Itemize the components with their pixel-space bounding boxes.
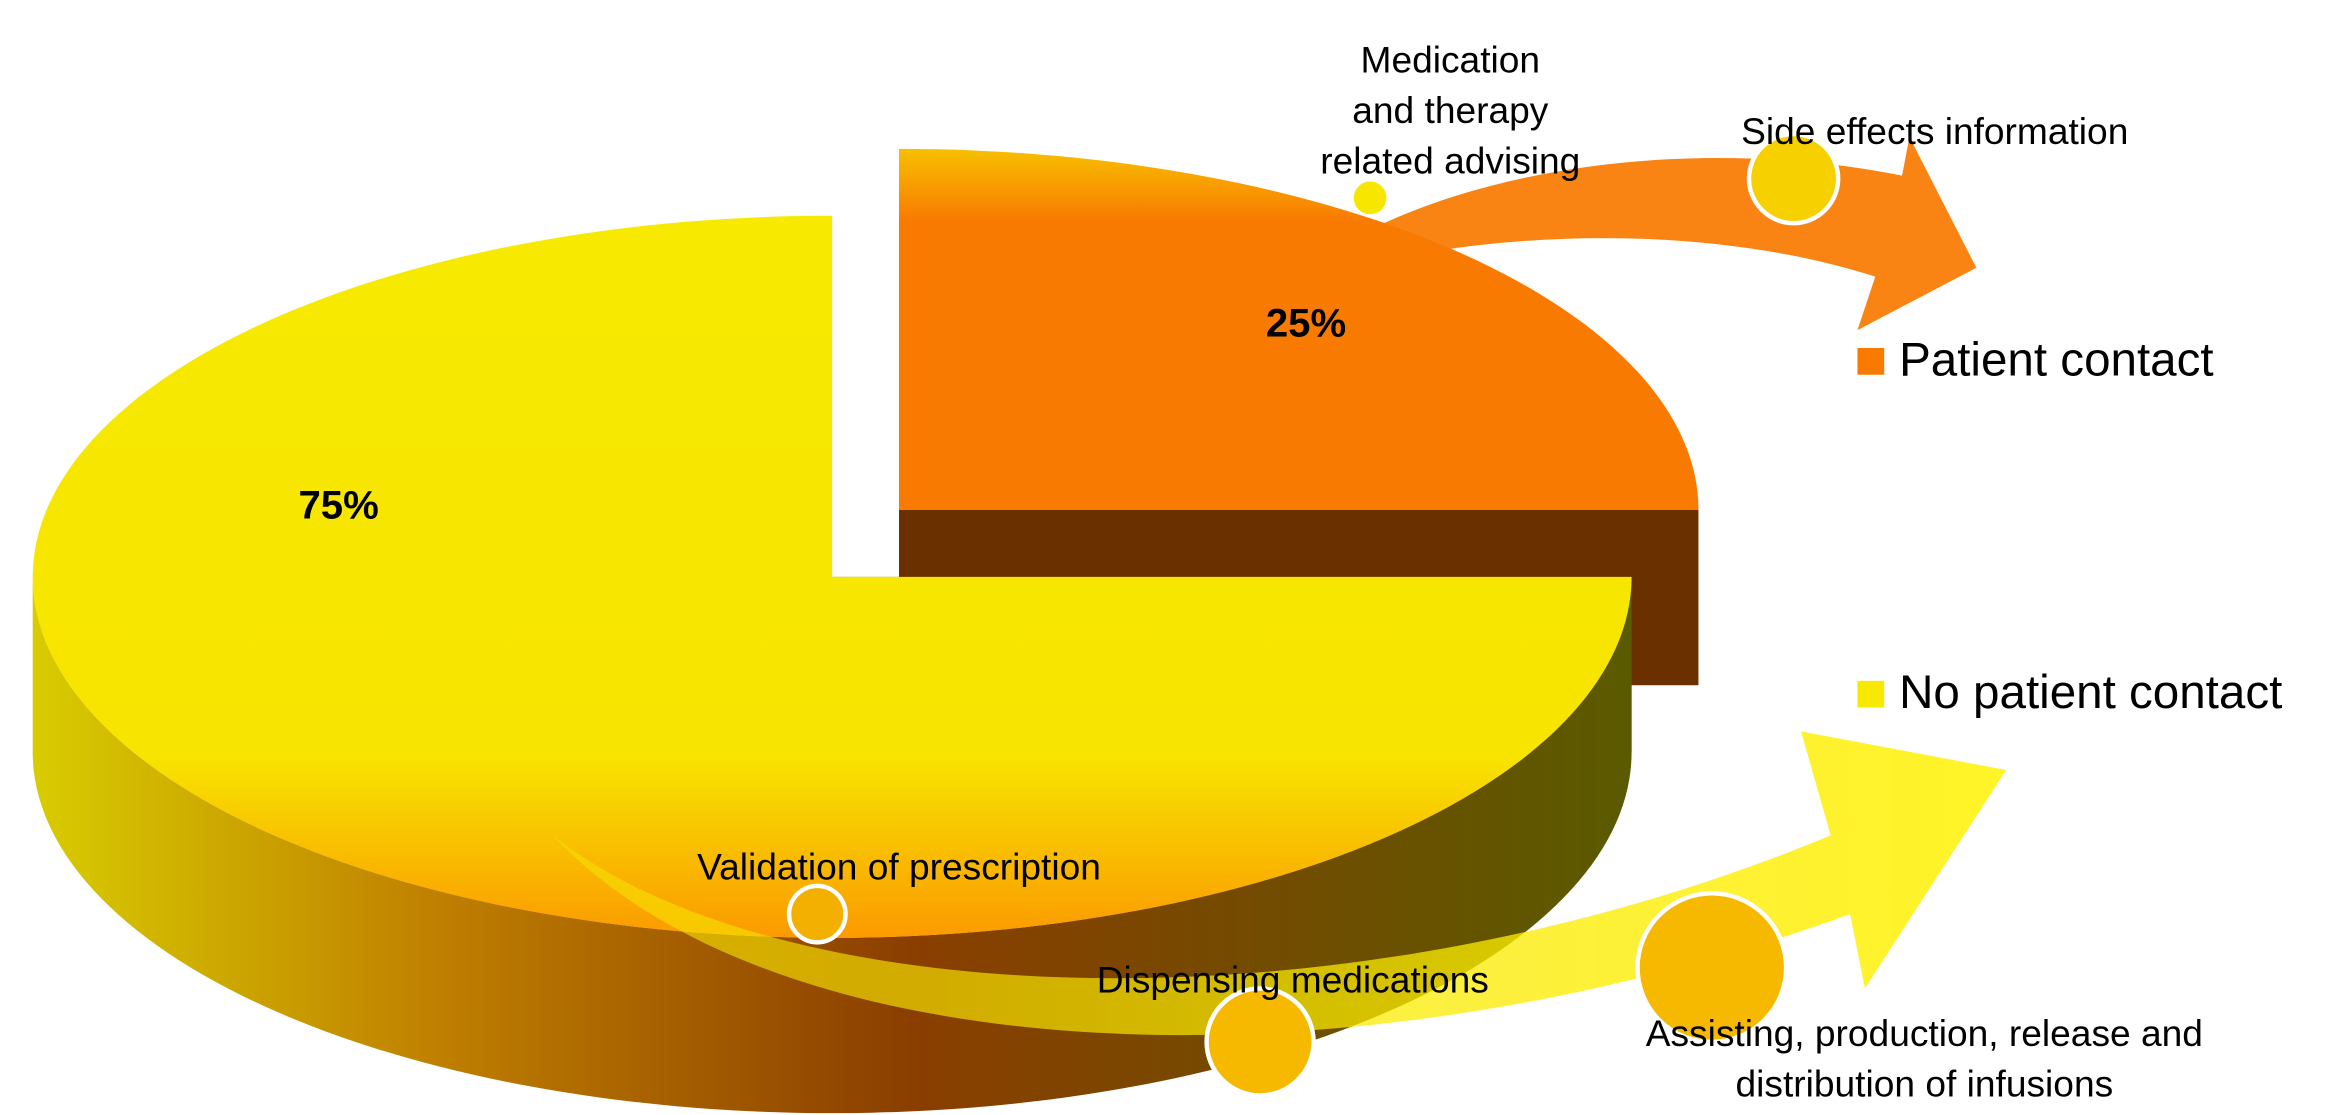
- slice: [899, 148, 1699, 510]
- annotation: Side effects information: [1741, 110, 2128, 152]
- legend-label: No patient contact: [1899, 666, 2282, 719]
- data-label: 25%: [1266, 301, 1346, 346]
- slice: [32, 215, 1632, 938]
- bullet: [1635, 891, 1789, 1045]
- annotation: Medication: [1361, 38, 1541, 80]
- bullet: [1746, 131, 1841, 226]
- annotation: Assisting, production, release and: [1646, 1012, 2203, 1054]
- bullet: [1204, 986, 1316, 1098]
- annotation: and therapy: [1352, 89, 1549, 131]
- bullet: [1353, 181, 1387, 215]
- annotation: Dispensing medications: [1097, 958, 1489, 1000]
- bullet: [786, 883, 848, 945]
- labels: 25% 75% Patient contact No patient contact M…: [298, 38, 2282, 1104]
- decorations: [552, 131, 2007, 1098]
- annotation: related advising: [1320, 140, 1580, 182]
- legend-label: Patient contact: [1899, 333, 2214, 386]
- annotation: distribution of infusions: [1736, 1062, 2114, 1104]
- data-label: 75%: [298, 482, 378, 527]
- legend-swatch: [1857, 347, 1885, 375]
- annotation: Validation of prescription: [697, 845, 1101, 887]
- legend-swatch: [1857, 680, 1885, 708]
